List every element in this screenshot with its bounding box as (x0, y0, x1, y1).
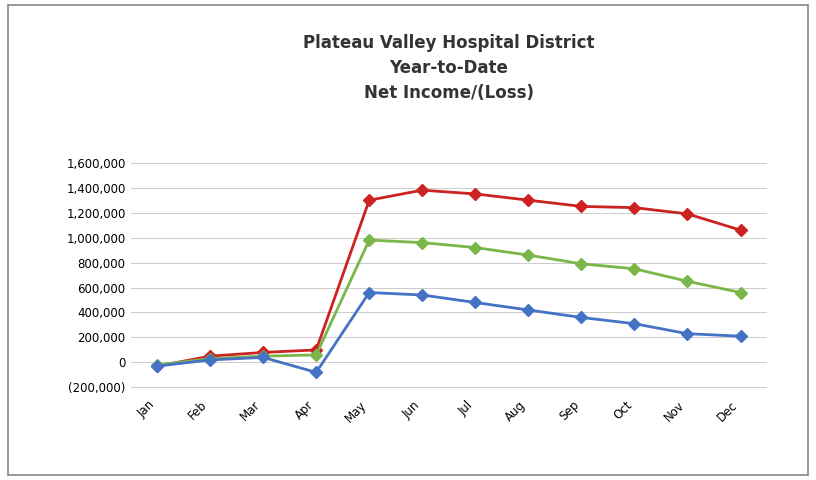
2020 (364, 197, 374, 203)
2021 (736, 289, 746, 295)
2021 (364, 237, 374, 243)
2022 (576, 314, 586, 320)
2022 (682, 331, 692, 336)
2020 (736, 227, 746, 233)
2021 (470, 245, 480, 251)
Line: 2022: 2022 (153, 288, 745, 376)
Text: Plateau Valley Hospital District
Year-to-Date
Net Income/(Loss): Plateau Valley Hospital District Year-to… (303, 34, 595, 102)
2022 (524, 307, 534, 313)
2020 (576, 204, 586, 209)
2021 (152, 362, 162, 368)
2020 (524, 197, 534, 203)
2021 (417, 240, 428, 245)
Line: 2021: 2021 (153, 236, 745, 369)
2021 (630, 266, 640, 272)
2021 (682, 278, 692, 284)
2022 (417, 292, 428, 298)
2022 (206, 357, 215, 363)
2020 (417, 187, 428, 193)
2021 (576, 261, 586, 267)
2021 (312, 352, 322, 358)
2021 (258, 353, 268, 359)
2022 (736, 333, 746, 339)
2022 (364, 289, 374, 295)
2020 (630, 205, 640, 211)
2021 (524, 252, 534, 258)
2020 (470, 191, 480, 197)
2020 (312, 347, 322, 353)
2021 (206, 356, 215, 361)
2022 (312, 370, 322, 375)
2022 (152, 363, 162, 369)
2020 (152, 363, 162, 369)
2022 (470, 300, 480, 305)
2020 (206, 353, 215, 359)
2022 (630, 321, 640, 326)
2022 (258, 355, 268, 360)
2020 (682, 211, 692, 217)
2020 (258, 349, 268, 355)
Line: 2020: 2020 (153, 186, 745, 370)
